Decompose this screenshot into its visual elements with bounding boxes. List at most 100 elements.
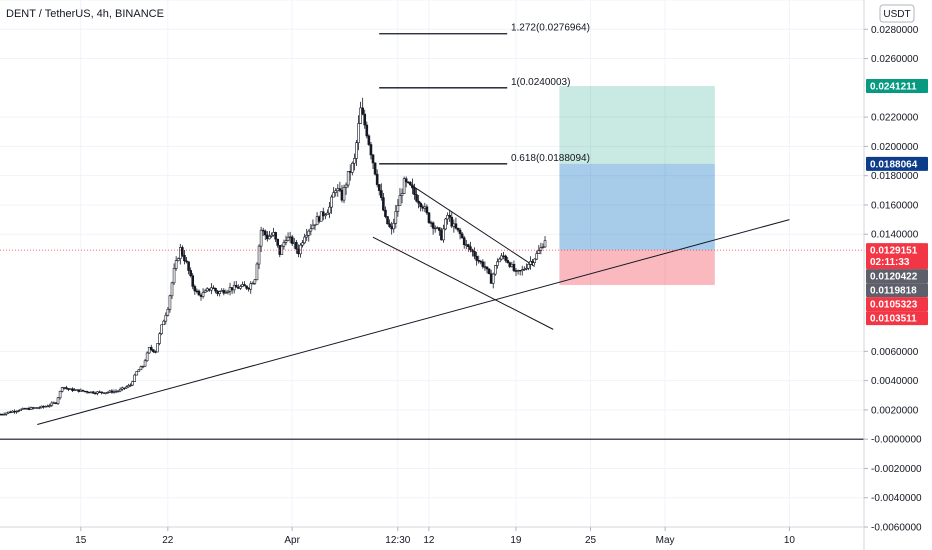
candle-body bbox=[537, 250, 541, 254]
candle-body bbox=[467, 244, 470, 247]
candle-body bbox=[38, 407, 41, 409]
candle-body bbox=[226, 290, 230, 293]
candle-body bbox=[261, 229, 265, 232]
candle-body bbox=[475, 255, 478, 261]
candle-body bbox=[388, 223, 391, 227]
candle-body bbox=[433, 227, 437, 230]
fib-level-label: 1.272(0.0276964) bbox=[511, 23, 590, 34]
candle-body bbox=[62, 387, 66, 389]
candle-body bbox=[406, 181, 410, 184]
x-tick-label: Apr bbox=[284, 535, 300, 546]
candle-body bbox=[6, 411, 10, 414]
candle-body bbox=[326, 212, 329, 216]
candle-body bbox=[210, 287, 213, 291]
candle-body bbox=[431, 222, 435, 229]
currency-button-frame[interactable] bbox=[879, 4, 915, 23]
currency-button[interactable]: USDT bbox=[879, 4, 915, 23]
y-tick-label: -0.0020000 bbox=[871, 464, 922, 475]
fib-levels[interactable]: 1.272(0.0276964) 1(0.0240003) 0.618(0.0188… bbox=[379, 23, 590, 165]
candle-body bbox=[270, 234, 273, 237]
y-tick-label: -0.0000000 bbox=[871, 435, 922, 446]
position-tool[interactable] bbox=[559, 86, 715, 285]
candle-body bbox=[504, 255, 507, 261]
candle-body bbox=[469, 246, 472, 251]
candle-body bbox=[523, 268, 526, 271]
price-badge-value: 0.0103511 bbox=[870, 314, 917, 325]
y-tick-label: 0.0040000 bbox=[871, 376, 919, 387]
candle-body bbox=[266, 234, 269, 240]
candle-body bbox=[514, 270, 518, 272]
candle-body bbox=[404, 178, 408, 183]
candle-body bbox=[60, 387, 64, 392]
candle-body bbox=[4, 412, 8, 415]
candle-body bbox=[421, 206, 425, 209]
x-tick-label: May bbox=[656, 535, 675, 546]
candle-body bbox=[440, 230, 443, 241]
candle-body bbox=[346, 171, 350, 186]
candle-body bbox=[104, 392, 107, 394]
candle-body bbox=[149, 347, 153, 350]
candle-body bbox=[444, 218, 447, 230]
candle-body bbox=[471, 249, 474, 252]
candle-body bbox=[100, 391, 103, 393]
candle-body bbox=[411, 184, 414, 189]
candle-body bbox=[40, 405, 43, 408]
candle-body bbox=[164, 314, 168, 322]
candle-body bbox=[274, 232, 277, 240]
candle-body bbox=[276, 238, 279, 246]
candle-body bbox=[373, 162, 377, 175]
candle-body bbox=[485, 266, 489, 270]
y-tick-label: 0.0280000 bbox=[871, 25, 919, 36]
mid-zone[interactable] bbox=[559, 163, 715, 251]
candle-body bbox=[359, 107, 362, 124]
candle-body bbox=[338, 188, 342, 191]
candle-body bbox=[133, 374, 137, 382]
trendlines[interactable] bbox=[37, 184, 790, 426]
candle-body bbox=[152, 349, 155, 352]
candle-body bbox=[361, 107, 364, 115]
price-badge-countdown: 02:11:33 bbox=[870, 257, 910, 268]
candle-body bbox=[425, 206, 429, 214]
fib-level-label: 0.618(0.0188094) bbox=[511, 153, 590, 164]
candle-body bbox=[394, 211, 398, 224]
candle-body bbox=[199, 294, 203, 297]
candle-body bbox=[392, 222, 396, 230]
candle-body bbox=[147, 347, 151, 354]
y-tick-label: 0.0140000 bbox=[871, 230, 919, 241]
profit-zone[interactable] bbox=[559, 86, 715, 251]
trendline[interactable] bbox=[409, 184, 535, 267]
candle-body bbox=[263, 230, 267, 236]
candle-body bbox=[409, 181, 412, 186]
trendline[interactable] bbox=[372, 236, 554, 330]
candle-body bbox=[131, 381, 134, 386]
candle-body bbox=[23, 408, 27, 410]
price-badge bbox=[866, 297, 928, 312]
candle-body bbox=[427, 212, 431, 223]
loss-zone[interactable] bbox=[559, 250, 715, 285]
candle-body bbox=[218, 291, 221, 295]
candle-body bbox=[496, 261, 499, 266]
currency-label[interactable]: USDT bbox=[883, 9, 910, 20]
candle-body bbox=[21, 408, 25, 410]
candle-body bbox=[241, 284, 244, 287]
candle-body bbox=[473, 251, 476, 257]
candle-body bbox=[102, 392, 105, 394]
candle-body bbox=[438, 227, 441, 231]
candle-body bbox=[340, 190, 344, 201]
candle-body bbox=[2, 413, 6, 416]
candle-body bbox=[251, 282, 255, 285]
y-tick-label: 0.0200000 bbox=[871, 142, 919, 153]
candle-body bbox=[191, 275, 195, 287]
candle-body bbox=[367, 135, 371, 145]
trendline[interactable] bbox=[37, 219, 790, 426]
candle-body bbox=[25, 408, 29, 410]
candles bbox=[0, 97, 547, 416]
candle-body bbox=[56, 397, 60, 404]
candle-body bbox=[313, 224, 317, 226]
candle-body bbox=[456, 227, 460, 231]
candle-body bbox=[396, 205, 400, 212]
candle-body bbox=[247, 287, 250, 290]
candle-body bbox=[69, 388, 72, 390]
candle-body bbox=[141, 365, 145, 368]
